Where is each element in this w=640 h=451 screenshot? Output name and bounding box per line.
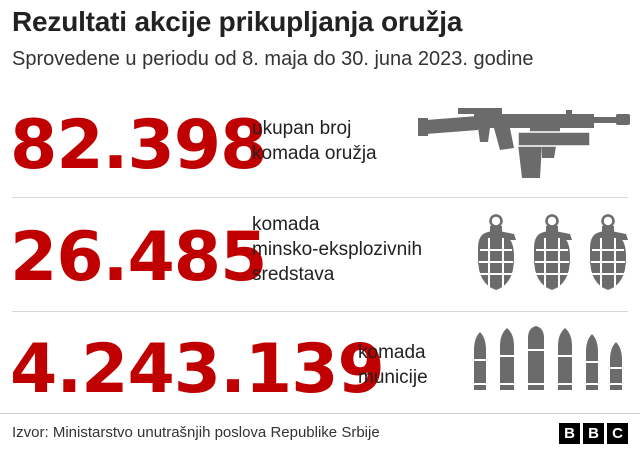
- bbc-logo-letter: C: [607, 423, 628, 444]
- weapons-label: ukupan broj komada oružja: [252, 118, 377, 164]
- weapons-count: 82.398: [10, 106, 267, 185]
- page-subtitle: Sprovedene u periodu od 8. maja do 30. j…: [12, 48, 534, 70]
- grenades-icon: [476, 214, 630, 292]
- row-divider: [12, 311, 628, 312]
- bbc-logo: B B C: [559, 423, 628, 444]
- row-divider: [12, 197, 628, 198]
- footer-divider: [0, 413, 640, 414]
- explosives-count: 26.485: [10, 218, 267, 297]
- source-note: Izvor: Ministarstvo unutrašnjih poslova …: [12, 424, 380, 441]
- ammunition-icon: [474, 326, 622, 390]
- explosives-label: komada minsko-eksplozivnih sredstava: [252, 214, 423, 285]
- bbc-logo-letter: B: [583, 423, 604, 444]
- bbc-logo-letter: B: [559, 423, 580, 444]
- weapons-icon: [418, 108, 630, 178]
- ammunition-label: komada municije: [358, 342, 428, 388]
- page-title: Rezultati akcije prikupljanja oružja: [12, 6, 463, 37]
- ammunition-count: 4.243.139: [10, 330, 385, 409]
